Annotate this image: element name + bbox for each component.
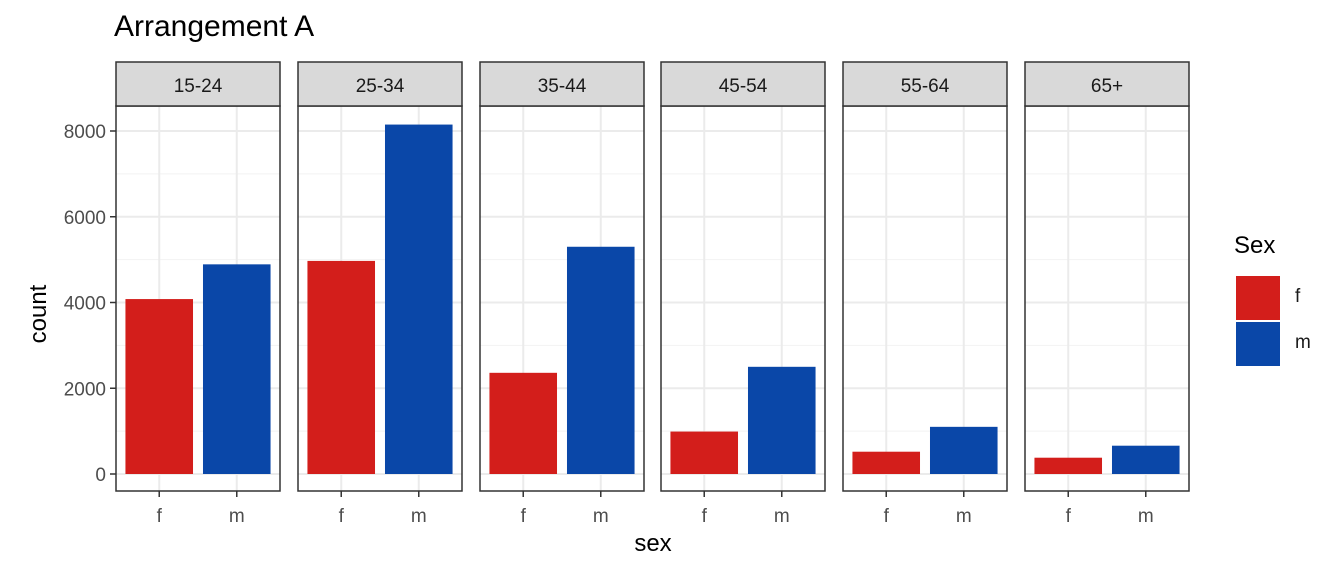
x-axis-label: sex	[634, 530, 672, 557]
y-tick-label: 6000	[64, 208, 106, 229]
bar-25-34-m	[384, 124, 453, 474]
y-tick-label: 2000	[64, 379, 106, 400]
bar-45-54-f	[670, 431, 739, 474]
x-tick-label: f	[157, 506, 163, 527]
y-tick-label: 8000	[64, 122, 106, 143]
x-tick-label: m	[229, 506, 245, 527]
bar-65+-f	[1034, 457, 1103, 474]
legend-key-f	[1236, 276, 1280, 320]
panel-background	[1025, 106, 1189, 491]
facet-strip-label: 15-24	[174, 76, 223, 97]
facet-strip-label: 65+	[1091, 76, 1123, 97]
x-tick-label: f	[339, 506, 345, 527]
legend-key-m	[1236, 322, 1280, 366]
bar-15-24-m	[202, 264, 271, 474]
bar-65+-m	[1111, 445, 1180, 474]
facet-strip	[1024, 61, 1190, 107]
legend-label-m: m	[1295, 332, 1311, 353]
bar-25-34-f	[307, 260, 376, 474]
facet-strip-label: 25-34	[356, 76, 405, 97]
legend-title: Sex	[1234, 232, 1276, 259]
facet-strip	[660, 61, 826, 107]
x-tick-label: m	[956, 506, 972, 527]
panel-background	[843, 106, 1007, 491]
y-tick-label: 4000	[64, 294, 106, 315]
bar-35-44-m	[566, 246, 635, 474]
y-tick-label: 0	[95, 465, 106, 486]
facet-strip	[842, 61, 1008, 107]
x-tick-label: m	[774, 506, 790, 527]
bar-55-64-m	[929, 426, 998, 474]
facet-strip-label: 35-44	[538, 76, 587, 97]
x-tick-label: m	[1138, 506, 1154, 527]
x-tick-label: f	[1066, 506, 1072, 527]
bar-35-44-f	[489, 372, 558, 474]
legend-label-f: f	[1295, 286, 1301, 307]
facet-strip-label: 45-54	[719, 76, 768, 97]
facet-strip	[297, 61, 463, 107]
x-tick-label: f	[521, 506, 527, 527]
facet-strip	[479, 61, 645, 107]
chart-title: Arrangement A	[114, 10, 315, 43]
x-tick-label: m	[593, 506, 609, 527]
bar-45-54-m	[747, 366, 816, 474]
x-tick-label: m	[411, 506, 427, 527]
bar-15-24-f	[125, 299, 194, 474]
facet-strip-label: 55-64	[901, 76, 950, 97]
x-tick-label: f	[702, 506, 708, 527]
x-tick-label: f	[884, 506, 890, 527]
bar-55-64-f	[852, 451, 921, 474]
facet-strip	[115, 61, 281, 107]
